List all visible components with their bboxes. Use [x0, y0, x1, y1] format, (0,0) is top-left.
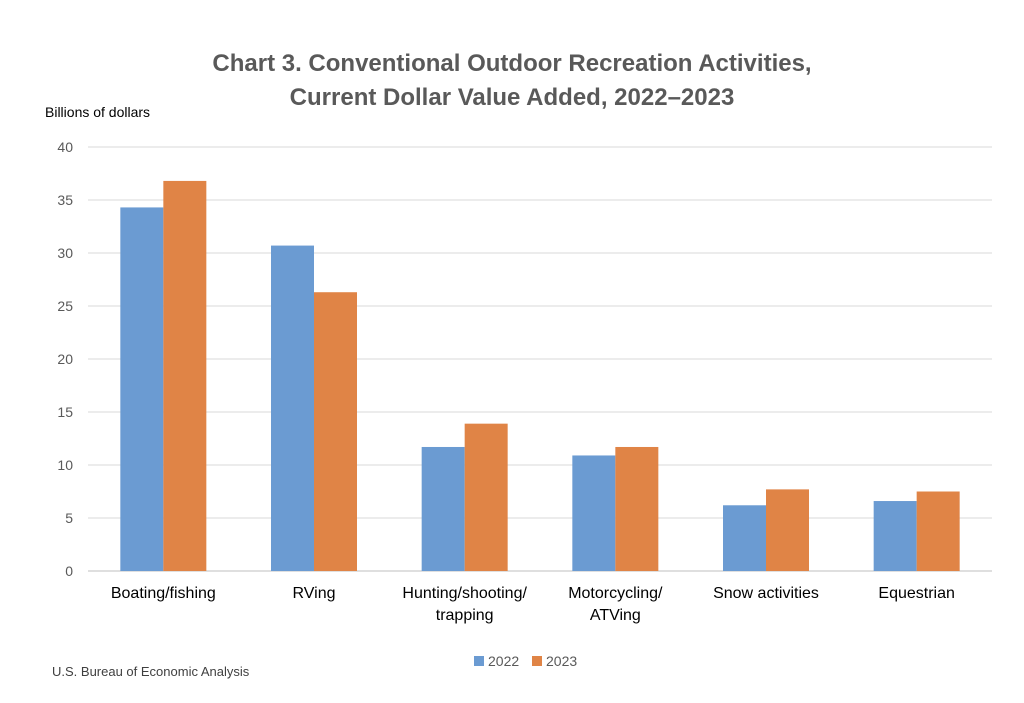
y-tick-label: 30 — [57, 245, 73, 261]
y-axis-label: Billions of dollars — [45, 104, 151, 120]
source-note: U.S. Bureau of Economic Analysis — [52, 664, 250, 679]
bar-2023 — [464, 423, 508, 571]
y-tick-label: 10 — [57, 457, 73, 473]
bar-2022 — [120, 207, 164, 572]
y-tick-label: 35 — [57, 192, 73, 208]
y-tick-label: 5 — [65, 510, 73, 526]
legend-label: 2023 — [546, 653, 577, 669]
y-tick-label: 20 — [57, 351, 73, 367]
x-tick-label: Boating/fishing — [111, 585, 216, 602]
x-tick-label: RVing — [293, 585, 336, 602]
bar-2023 — [314, 292, 357, 571]
x-tick-label: Equestrian — [878, 585, 955, 602]
bar-2022 — [572, 455, 616, 571]
legend-swatch-2022 — [474, 656, 484, 666]
x-tick-label: ATVing — [590, 607, 641, 624]
bar-2023 — [615, 446, 659, 571]
bar-2022 — [873, 501, 917, 571]
bar-2022 — [271, 245, 314, 571]
y-tick-label: 0 — [65, 563, 73, 579]
y-tick-label: 25 — [57, 298, 73, 314]
legend-swatch-2023 — [532, 656, 542, 666]
chart-title-line2: Current Dollar Value Added, 2022–2023 — [289, 84, 735, 111]
chart-title-line1: Chart 3. Conventional Outdoor Recreation… — [212, 50, 812, 77]
bar-2023 — [163, 180, 207, 572]
x-tick-label: Motorcycling/ — [568, 585, 663, 602]
bar-2023 — [766, 489, 809, 571]
bar-2022 — [723, 505, 766, 571]
legend-label: 2022 — [488, 653, 519, 669]
x-tick-label: Snow activities — [713, 585, 819, 602]
y-tick-label: 40 — [57, 139, 73, 155]
x-tick-label: trapping — [436, 607, 494, 624]
bar-2022 — [421, 446, 465, 571]
bar-2023 — [916, 491, 960, 571]
x-tick-label: Hunting/shooting/ — [402, 585, 527, 602]
y-tick-label: 15 — [57, 404, 73, 420]
